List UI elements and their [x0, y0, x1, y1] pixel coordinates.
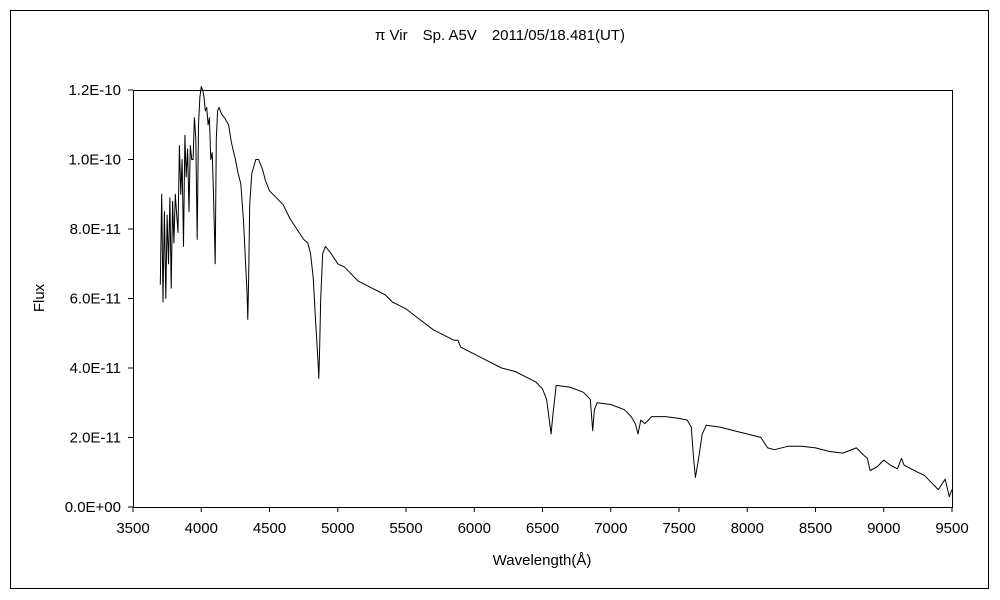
x-tick-label: 3500 — [116, 520, 149, 537]
y-tick-label: 4.0E-11 — [70, 360, 121, 377]
x-tick-label: 4500 — [253, 520, 286, 537]
y-tick-label: 8.0E-11 — [70, 221, 121, 238]
x-axis-label: Wavelength(Å) — [493, 552, 592, 569]
x-tick-label: 8500 — [799, 520, 832, 537]
chart-title: π Vir Sp. A5V 2011/05/18.481(UT) — [375, 27, 625, 44]
y-tick-label: 0.0E+00 — [65, 499, 121, 516]
x-tick-label: 8000 — [731, 520, 764, 537]
x-tick-label: 6500 — [526, 520, 559, 537]
x-tick-label: 7500 — [662, 520, 695, 537]
y-tick-label: 6.0E-11 — [70, 291, 121, 308]
x-tick-label: 7000 — [594, 520, 627, 537]
y-axis: 0.0E+00 2.0E-11 4.0E-11 6.0E-11 8.0E-11 1.0E-… — [65, 82, 133, 516]
x-tick-label: 6000 — [458, 520, 491, 537]
x-tick-label: 5500 — [389, 520, 422, 537]
plot-area — [133, 90, 953, 508]
x-tick-label: 5000 — [321, 520, 354, 537]
x-tick-label: 4000 — [185, 520, 218, 537]
x-tick-label: 9500 — [935, 520, 968, 537]
x-tick-label: 9000 — [867, 520, 900, 537]
spectrum-line — [159, 86, 953, 498]
y-tick-label: 1.0E-10 — [68, 152, 121, 169]
y-tick-label: 1.2E-10 — [68, 82, 121, 99]
y-axis-label: Flux — [31, 283, 48, 312]
x-axis: 3500 4000 4500 5000 5500 6000 6500 7000 7500 8000… — [116, 507, 969, 537]
y-tick-label: 2.0E-11 — [70, 430, 121, 447]
